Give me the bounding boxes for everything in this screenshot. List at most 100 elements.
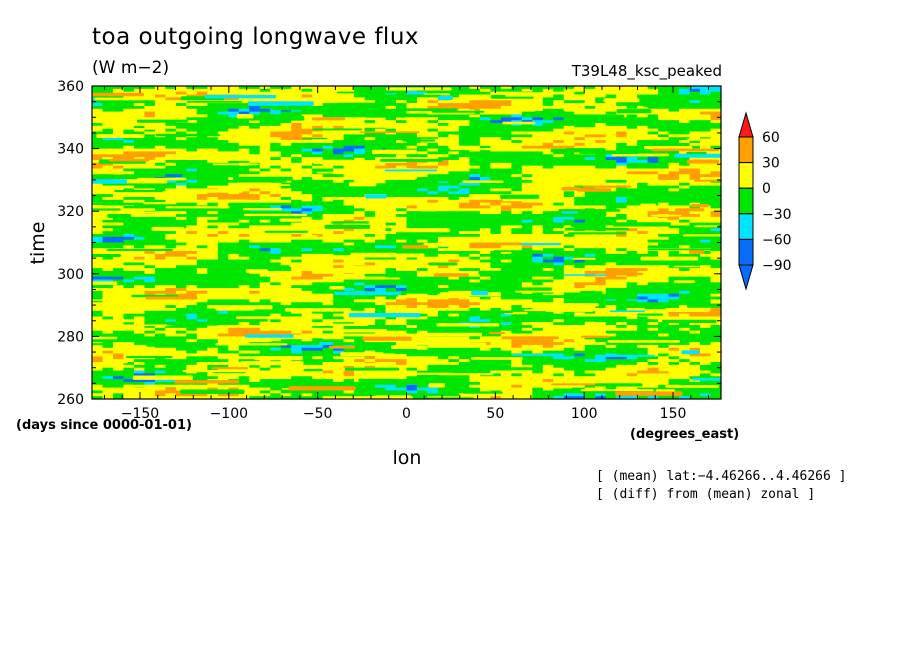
heatmap-cell	[396, 179, 408, 184]
heatmap-cell	[364, 299, 376, 303]
heatmap-cell	[322, 105, 334, 110]
heatmap-cell	[322, 216, 334, 221]
heatmap-cell	[312, 100, 324, 104]
heatmap-cell	[396, 305, 408, 309]
heatmap-cell	[710, 94, 721, 98]
heatmap-cell	[479, 214, 491, 218]
heatmap-cell	[333, 165, 345, 170]
heatmap-cell	[605, 94, 617, 98]
heatmap-cell	[574, 293, 586, 298]
heatmap-cell	[595, 179, 607, 184]
heatmap-cell	[291, 265, 303, 269]
heatmap-cell	[196, 208, 208, 212]
heatmap-cell	[511, 231, 523, 235]
run-label: T39L48_ksc_peaked	[571, 62, 722, 80]
heatmap-cell	[165, 157, 177, 161]
heatmap-cell	[469, 194, 481, 198]
heatmap-cell	[249, 142, 261, 147]
heatmap-cell	[637, 219, 649, 224]
heatmap-cell	[700, 208, 712, 212]
heatmap-cell	[595, 270, 607, 275]
heatmap-cell	[563, 134, 575, 138]
heatmap-cell	[364, 222, 376, 227]
heatmap-cell	[500, 245, 512, 249]
heatmap-cell	[647, 194, 659, 198]
heatmap-cell	[301, 231, 313, 235]
heatmap-cell	[647, 182, 659, 187]
heatmap-cell	[165, 285, 177, 289]
heatmap-cell	[511, 211, 523, 215]
heatmap-cell	[228, 196, 240, 201]
heatmap-cell	[500, 268, 512, 272]
heatmap-cell	[186, 248, 198, 252]
heatmap-cell	[322, 290, 334, 295]
heatmap-cell	[102, 279, 114, 283]
heatmap-cell	[322, 219, 334, 224]
heatmap-cell	[542, 162, 554, 167]
heatmap-cell	[500, 140, 512, 144]
heatmap-cell	[490, 262, 502, 266]
heatmap-cell	[448, 151, 460, 155]
heatmap-cell	[364, 262, 376, 266]
heatmap-cell	[458, 159, 470, 164]
heatmap-cell	[637, 285, 649, 289]
heatmap-cell	[92, 305, 104, 309]
heatmap-cell	[385, 242, 397, 246]
heatmap-cell	[626, 245, 638, 249]
heatmap-cell	[238, 140, 250, 144]
heatmap-cell	[385, 88, 397, 93]
heatmap-cell	[616, 296, 628, 301]
heatmap-cell	[710, 228, 721, 232]
heatmap-cell	[469, 262, 481, 266]
heatmap-cell	[448, 100, 460, 104]
heatmap-cell	[700, 128, 712, 133]
heatmap-cell	[658, 105, 670, 110]
heatmap-cell	[280, 251, 292, 255]
heatmap-cell	[175, 151, 187, 155]
heatmap-cell	[427, 179, 439, 184]
heatmap-cell	[259, 273, 271, 278]
heatmap-cell	[490, 222, 502, 227]
heatmap-cell	[521, 128, 533, 133]
heatmap-cell	[133, 276, 146, 281]
heatmap-cell	[312, 219, 324, 224]
heatmap-cell	[123, 313, 135, 318]
heatmap-cell	[270, 97, 282, 101]
heatmap-cell	[333, 108, 345, 113]
heatmap-cell	[175, 94, 187, 98]
heatmap-cell	[647, 125, 659, 130]
heatmap-cell	[668, 128, 680, 133]
heatmap-cell	[396, 111, 408, 116]
heatmap-cell	[647, 307, 659, 312]
heatmap-cell	[270, 151, 282, 155]
heatmap-cell	[479, 188, 491, 192]
heatmap-cell	[490, 259, 502, 264]
heatmap-cell	[637, 137, 649, 141]
heatmap-cell	[542, 134, 554, 138]
heatmap-cell	[700, 282, 712, 286]
heatmap-cell	[133, 251, 146, 255]
heatmap-cell	[637, 273, 649, 278]
heatmap-cell	[175, 168, 187, 172]
heatmap-cell	[385, 273, 397, 278]
heatmap-cell	[385, 310, 397, 315]
heatmap-cell	[458, 182, 470, 187]
heatmap-cell	[574, 134, 586, 138]
heatmap-cell	[364, 282, 376, 286]
heatmap-cell	[658, 177, 670, 181]
heatmap-cell	[207, 179, 219, 184]
heatmap-cell	[238, 174, 250, 178]
heatmap-cell	[574, 103, 586, 107]
heatmap-cell	[448, 120, 460, 124]
heatmap-cell	[469, 159, 481, 164]
heatmap-cell	[500, 302, 512, 306]
heatmap-cell	[616, 168, 628, 172]
heatmap-cell	[626, 253, 638, 258]
heatmap-cell	[333, 179, 345, 184]
heatmap-cell	[165, 251, 177, 255]
heatmap-cell	[144, 202, 156, 207]
heatmap-cell	[647, 157, 659, 161]
heatmap-cell	[584, 128, 596, 133]
heatmap-cell	[500, 199, 512, 204]
heatmap-cell	[228, 125, 240, 130]
